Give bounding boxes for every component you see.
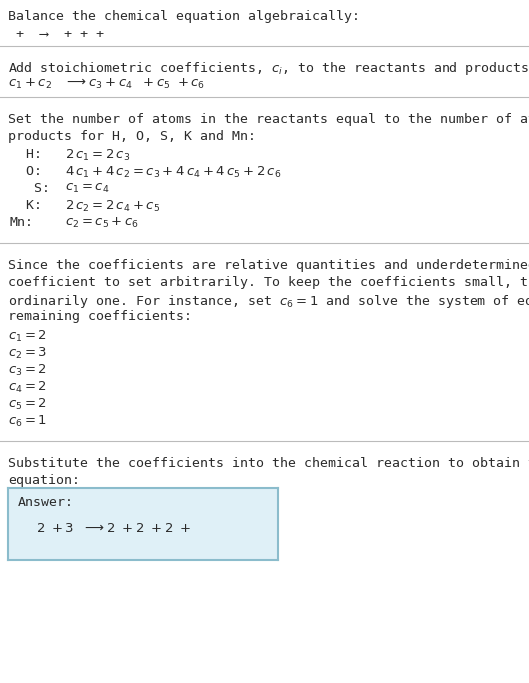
Text: $c_4 = 2$: $c_4 = 2$	[8, 380, 47, 395]
Text: Add stoichiometric coefficients, $c_i$, to the reactants and products:: Add stoichiometric coefficients, $c_i$, …	[8, 60, 529, 77]
Text: +  ⟶  + + +: + ⟶ + + +	[8, 28, 112, 41]
Text: $c_2 = c_5 + c_6$: $c_2 = c_5 + c_6$	[65, 216, 139, 230]
Text: $4\,c_1 + 4\,c_2 = c_3 + 4\,c_4 + 4\,c_5 + 2\,c_6$: $4\,c_1 + 4\,c_2 = c_3 + 4\,c_4 + 4\,c_5…	[65, 165, 281, 180]
Text: $2\,c_1 = 2\,c_3$: $2\,c_1 = 2\,c_3$	[65, 148, 130, 163]
Text: $c_1 = 2$: $c_1 = 2$	[8, 329, 47, 344]
Text: Substitute the coefficients into the chemical reaction to obtain the balanced: Substitute the coefficients into the che…	[8, 457, 529, 470]
Text: H:: H:	[10, 148, 42, 161]
Text: $c_6 = 1$: $c_6 = 1$	[8, 414, 47, 429]
Text: $2\ + 3\ \ \longrightarrow 2\ + 2\ + 2\ +$: $2\ + 3\ \ \longrightarrow 2\ + 2\ + 2\ …	[36, 522, 191, 535]
Text: $c_1 = c_4$: $c_1 = c_4$	[65, 182, 110, 195]
Text: Answer:: Answer:	[18, 496, 74, 509]
Text: K:: K:	[10, 199, 42, 212]
Text: O:: O:	[10, 165, 42, 178]
Text: ordinarily one. For instance, set $c_6 = 1$ and solve the system of equations fo: ordinarily one. For instance, set $c_6 =…	[8, 293, 529, 310]
Text: remaining coefficients:: remaining coefficients:	[8, 310, 192, 323]
Text: S:: S:	[10, 182, 50, 195]
Text: equation:: equation:	[8, 474, 80, 487]
Text: $2\,c_2 = 2\,c_4 + c_5$: $2\,c_2 = 2\,c_4 + c_5$	[65, 199, 160, 214]
Text: coefficient to set arbitrarily. To keep the coefficients small, the arbitrary va: coefficient to set arbitrarily. To keep …	[8, 276, 529, 289]
Text: $c_1 + c_2\ \ \ \longrightarrow c_3 + c_4\ \ + c_5\ + c_6$: $c_1 + c_2\ \ \ \longrightarrow c_3 + c_…	[8, 77, 205, 91]
Text: Mn:: Mn:	[10, 216, 34, 229]
Text: Since the coefficients are relative quantities and underdetermined, choose a: Since the coefficients are relative quan…	[8, 259, 529, 272]
Text: Set the number of atoms in the reactants equal to the number of atoms in the: Set the number of atoms in the reactants…	[8, 113, 529, 126]
Text: Balance the chemical equation algebraically:: Balance the chemical equation algebraica…	[8, 10, 360, 23]
Text: $c_5 = 2$: $c_5 = 2$	[8, 397, 47, 412]
Text: $c_3 = 2$: $c_3 = 2$	[8, 363, 47, 378]
Text: products for H, O, S, K and Mn:: products for H, O, S, K and Mn:	[8, 130, 256, 143]
Text: $c_2 = 3$: $c_2 = 3$	[8, 346, 47, 361]
